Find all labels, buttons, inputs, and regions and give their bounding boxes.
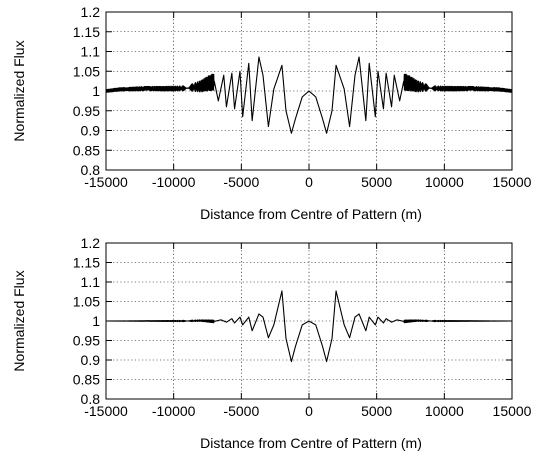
x-tick-label-top: 15000 [493,174,532,190]
y-tick-label-bottom: 0.9 [81,352,101,368]
grid-top [106,12,512,170]
x-tick-label-top: -15000 [84,174,128,190]
x-tick-label-bottom: -5000 [223,403,259,419]
x-tick-labels-top: -15000 -10000 -5000 0 5000 10000 15000 [84,174,531,190]
y-tick-label-top: 1 [92,83,100,99]
y-tick-label-bottom: 0.8 [81,391,101,407]
y-tick-label-bottom: 1.1 [81,274,101,290]
x-tick-label-bottom: -15000 [84,403,128,419]
grid-bottom [106,243,512,399]
x-tick-label-bottom: 0 [305,403,313,419]
y-tick-label-top: 0.95 [73,103,100,119]
y-tick-label-bottom: 0.95 [73,333,100,349]
x-tick-label-bottom: 10000 [425,403,464,419]
y-tick-label-top: 1.05 [73,63,100,79]
y-axis-label-top: Normalized Flux [11,40,27,141]
y-tick-label-bottom: 1.2 [81,235,101,251]
y-tick-label-top: 0.9 [81,123,101,139]
x-axis-label-bottom: Distance from Centre of Pattern (m) [200,435,422,451]
flux-curve-top [105,56,513,134]
x-tick-label-bottom: 5000 [361,403,392,419]
y-tick-label-top: 0.8 [81,162,101,178]
y-tick-label-top: 1.15 [73,24,100,40]
x-tick-label-top: 5000 [361,174,392,190]
chart-panel-top: 0.8 0.85 0.9 0.95 1 1.05 1.1 1.15 1.2 -15000 -100… [11,4,532,222]
y-axis-label-bottom: Normalized Flux [11,270,27,371]
x-axis-label-top: Distance from Centre of Pattern (m) [200,206,422,222]
x-tick-labels-bottom: -15000 -10000 -5000 0 5000 10000 15000 [84,403,531,419]
y-tick-labels-bottom: 0.8 0.85 0.9 0.95 1 1.05 1.1 1.15 1.2 [73,235,100,407]
flux-curve-bottom [105,290,513,363]
y-tick-label-bottom: 0.85 [73,372,100,388]
y-tick-labels-top: 0.8 0.85 0.9 0.95 1 1.05 1.1 1.15 1.2 [73,4,100,178]
y-tick-label-bottom: 1.05 [73,294,100,310]
x-tick-label-bottom: 15000 [493,403,532,419]
y-tick-label-bottom: 1 [92,313,100,329]
y-tick-label-top: 1.2 [81,4,101,20]
y-tick-label-top: 1.1 [81,44,101,60]
x-tick-label-top: -10000 [152,174,196,190]
x-tick-label-top: 0 [305,174,313,190]
y-tick-label-bottom: 1.15 [73,255,100,271]
y-tick-label-top: 0.85 [73,142,100,158]
x-tick-label-top: -5000 [223,174,259,190]
x-tick-label-top: 10000 [425,174,464,190]
x-tick-label-bottom: -10000 [152,403,196,419]
chart-panel-bottom: 0.8 0.85 0.9 0.95 1 1.05 1.1 1.15 1.2 -15000 -100… [11,235,532,451]
